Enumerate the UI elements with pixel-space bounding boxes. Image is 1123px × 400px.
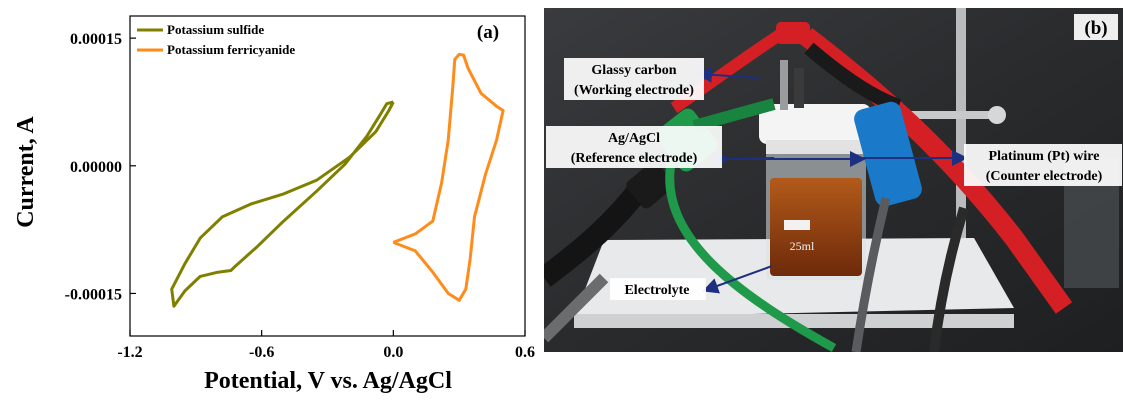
cell-cap-ring: [766, 140, 864, 154]
beaker-label-patch: [784, 220, 810, 230]
y-axis-label: Current, A: [13, 116, 39, 228]
x-tick-label: 0.0: [383, 344, 403, 361]
working-electrode-rod: [780, 60, 788, 110]
grey-cable: [851, 196, 891, 352]
label-bg-electrolyte: [610, 278, 706, 300]
photo-illustration: 25ml Gla: [544, 8, 1123, 352]
electrolyte-liquid: [770, 178, 862, 276]
legend-entry: Potassium sulfide: [167, 22, 264, 37]
electrochemical-cell-photo: 25ml Gla: [544, 8, 1123, 352]
y-tick-label: 0.00015: [70, 31, 122, 48]
label-bg-glassy: [564, 58, 704, 100]
y-tick-label: -0.00015: [65, 286, 122, 303]
label-electrolyte: Electrolyte: [624, 283, 689, 298]
label-glassy-carbon: Glassy carbon: [591, 63, 676, 78]
arrow-electrolyte: [702, 265, 773, 294]
red-cable-left: [670, 26, 788, 113]
label-reference-electrode: (Reference electrode): [571, 151, 698, 166]
legend: Potassium sulfide Potassium ferricyanide: [137, 22, 295, 57]
label-ag-agcl: Ag/AgCl: [608, 131, 660, 146]
x-axis-label: Potential, V vs. Ag/AgCl: [204, 368, 452, 394]
black-connector-left: [626, 161, 674, 209]
red-clip-top: [776, 22, 810, 44]
x-ticks: -1.2 -0.6 0.0 0.6: [117, 330, 535, 361]
black-cable-right: [929, 206, 969, 352]
grey-cable-left: [544, 273, 609, 343]
beaker-volume-text: 25ml: [790, 239, 815, 253]
green-plug: [692, 98, 776, 132]
panel-label-b: (b): [1084, 18, 1107, 39]
x-tick-label: 0.6: [515, 344, 535, 361]
red-cable-right: [799, 28, 1073, 314]
label-platinum-wire: Platinum (Pt) wire: [989, 149, 1100, 164]
clamp-arm: [874, 111, 994, 119]
y-tick-label: 0.00000: [70, 159, 122, 176]
blue-connector: [854, 101, 922, 207]
label-working-electrode: (Working electrode): [574, 83, 694, 98]
series-layer: [170, 52, 505, 308]
x-tick-label: -0.6: [249, 344, 274, 361]
label-bg-reference: [546, 126, 722, 168]
cv-chart-panel: -1.2 -0.6 0.0 0.6 0.00015 0.00000 -0.00015 Po…: [0, 0, 540, 396]
green-cable: [665, 157, 837, 352]
label-bg-b: [1074, 14, 1118, 40]
series-line-2: [392, 52, 505, 302]
label-counter-electrode: (Counter electrode): [986, 169, 1103, 184]
arrow-glassy-carbon: [696, 66, 760, 83]
panel-label-a: (a): [477, 22, 499, 43]
y-ticks: 0.00015 0.00000 -0.00015: [65, 31, 136, 303]
plot-frame: [129, 15, 526, 337]
series-line-1: [170, 100, 395, 308]
cell-cap: [759, 104, 871, 144]
retort-stand-rod: [956, 8, 966, 288]
label-bg-platinum: [964, 144, 1122, 186]
legend-entry: Potassium ferricyanide: [167, 42, 295, 57]
clamp-knob: [988, 106, 1006, 124]
cv-chart: -1.2 -0.6 0.0 0.6 0.00015 0.00000 -0.00015 Po…: [13, 15, 535, 394]
electrode-holder: [794, 68, 804, 108]
x-tick-label: -1.2: [117, 344, 142, 361]
